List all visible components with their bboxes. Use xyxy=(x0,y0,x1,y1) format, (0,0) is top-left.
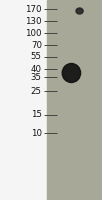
Bar xyxy=(47,0,102,200)
Text: 10: 10 xyxy=(31,129,42,138)
Bar xyxy=(0,0,47,200)
Text: 40: 40 xyxy=(31,64,42,73)
Text: 70: 70 xyxy=(31,40,42,49)
Text: 130: 130 xyxy=(25,17,42,25)
Text: 15: 15 xyxy=(31,110,42,119)
Text: 170: 170 xyxy=(25,4,42,14)
Text: 55: 55 xyxy=(31,52,42,61)
Text: 100: 100 xyxy=(25,28,42,38)
Text: 25: 25 xyxy=(31,87,42,96)
Text: 35: 35 xyxy=(31,72,42,82)
Ellipse shape xyxy=(76,8,83,14)
Ellipse shape xyxy=(62,64,81,82)
